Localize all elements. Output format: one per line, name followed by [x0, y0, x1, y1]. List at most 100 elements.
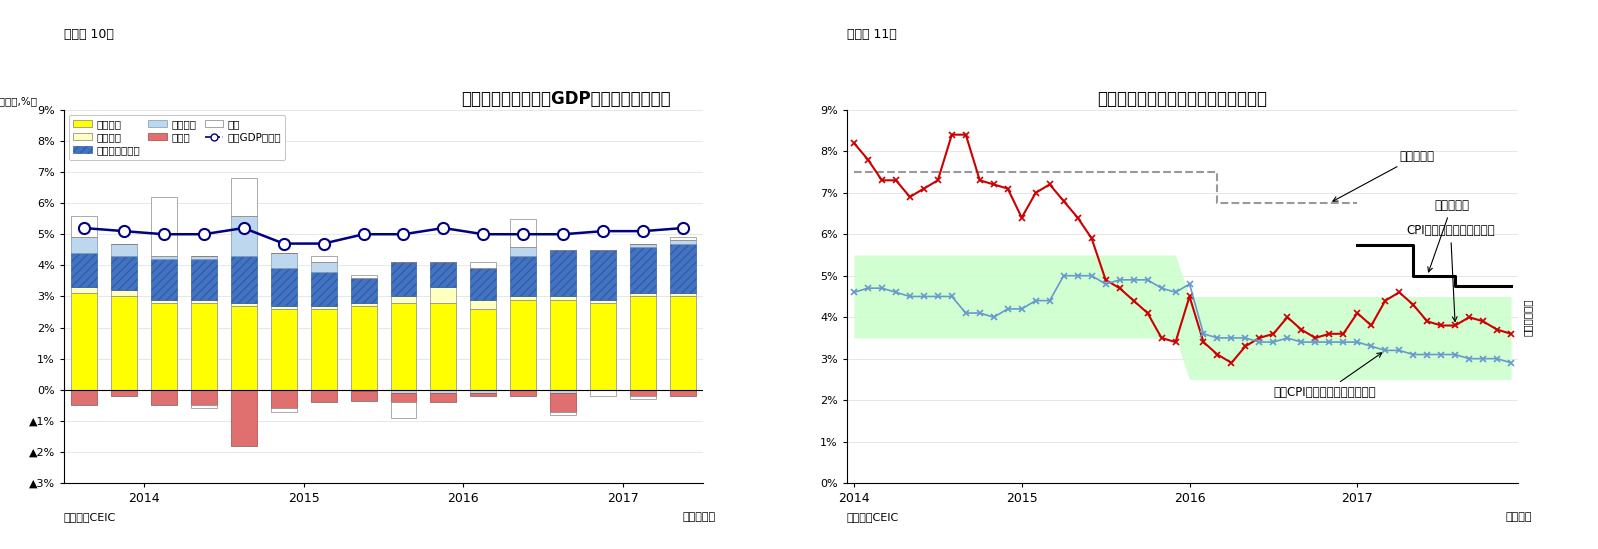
- Bar: [470, 390, 497, 393]
- Bar: [110, 244, 137, 256]
- Bar: [390, 393, 417, 402]
- Bar: [230, 306, 257, 390]
- Bar: [430, 393, 457, 402]
- Bar: [70, 390, 97, 405]
- Text: 新政策金利: 新政策金利: [1429, 199, 1469, 272]
- Bar: [230, 216, 257, 256]
- Bar: [390, 296, 417, 302]
- Bar: [430, 287, 457, 302]
- Bar: [390, 390, 417, 393]
- Bar: [270, 268, 297, 306]
- Bar: [190, 256, 217, 259]
- Bar: [590, 300, 617, 302]
- Bar: [670, 293, 697, 296]
- Bar: [670, 240, 697, 244]
- Bar: [110, 290, 137, 296]
- Text: （資料）CEIC: （資料）CEIC: [847, 512, 900, 523]
- Bar: [430, 302, 457, 390]
- Bar: [270, 408, 297, 412]
- Bar: [470, 300, 497, 309]
- Bar: [430, 262, 457, 287]
- Bar: [110, 256, 137, 290]
- Bar: [350, 274, 377, 278]
- Bar: [630, 296, 657, 390]
- Bar: [350, 302, 377, 306]
- Bar: [390, 402, 417, 418]
- Bar: [470, 262, 497, 268]
- Bar: [270, 306, 297, 309]
- Bar: [350, 278, 377, 302]
- Bar: [350, 390, 377, 391]
- Bar: [310, 272, 337, 306]
- Text: （資料 11）: （資料 11）: [847, 29, 896, 41]
- Bar: [270, 253, 297, 268]
- Text: （図表 10）: （図表 10）: [64, 29, 113, 41]
- Bar: [510, 300, 537, 390]
- Bar: [310, 256, 337, 262]
- Bar: [550, 296, 577, 300]
- Bar: [310, 309, 337, 390]
- Text: （四半期）: （四半期）: [682, 512, 716, 523]
- Bar: [350, 306, 377, 390]
- Bar: [590, 390, 617, 396]
- Bar: [630, 244, 657, 247]
- Bar: [310, 306, 337, 309]
- Bar: [70, 216, 97, 237]
- Bar: [550, 250, 577, 296]
- Bar: [390, 262, 417, 296]
- Text: （資料）CEIC: （資料）CEIC: [64, 512, 117, 523]
- Bar: [190, 259, 217, 300]
- Bar: [150, 256, 177, 259]
- Text: インドネシア　実質GDP成長率（需要側）: インドネシア 実質GDP成長率（需要側）: [462, 90, 671, 108]
- Text: コアCPI上昇率（前年同月比）: コアCPI上昇率（前年同月比）: [1274, 352, 1382, 399]
- Bar: [430, 390, 457, 393]
- Bar: [230, 178, 257, 216]
- Bar: [550, 300, 577, 390]
- Bar: [70, 237, 97, 253]
- Bar: [150, 300, 177, 302]
- Bar: [510, 219, 537, 247]
- Bar: [70, 293, 97, 390]
- Bar: [190, 405, 217, 408]
- Bar: [270, 309, 297, 390]
- Bar: [630, 293, 657, 296]
- Bar: [630, 396, 657, 399]
- Text: 旧政策金利: 旧政策金利: [1333, 149, 1435, 201]
- Text: インフレ目標: インフレ目標: [1523, 299, 1532, 336]
- Bar: [150, 302, 177, 390]
- Bar: [670, 244, 697, 293]
- Bar: [310, 262, 337, 272]
- Bar: [230, 302, 257, 306]
- Text: （前年同期比,%）: （前年同期比,%）: [0, 96, 38, 106]
- Bar: [190, 302, 217, 390]
- Bar: [150, 390, 177, 405]
- Bar: [350, 391, 377, 401]
- Bar: [470, 268, 497, 300]
- Bar: [110, 296, 137, 390]
- Bar: [110, 390, 137, 396]
- Title: インドネシアのインフレ率と政策金利: インドネシアのインフレ率と政策金利: [1098, 90, 1267, 108]
- Bar: [390, 302, 417, 390]
- Bar: [670, 390, 697, 396]
- Bar: [230, 390, 257, 446]
- Bar: [230, 256, 257, 302]
- Bar: [510, 256, 537, 296]
- Bar: [190, 300, 217, 302]
- Bar: [510, 390, 537, 396]
- Bar: [470, 393, 497, 396]
- Bar: [190, 390, 217, 405]
- Bar: [270, 390, 297, 408]
- Bar: [70, 253, 97, 287]
- Bar: [510, 296, 537, 300]
- Bar: [590, 302, 617, 390]
- Bar: [150, 259, 177, 300]
- Bar: [70, 287, 97, 293]
- Bar: [550, 393, 577, 412]
- Bar: [150, 197, 177, 256]
- Legend: 民間消費, 政府消費, 総固定資本形成, 在庫変動, 純輸出, 誤差, 実質GDP成長率: 民間消費, 政府消費, 総固定資本形成, 在庫変動, 純輸出, 誤差, 実質GD…: [69, 115, 286, 160]
- Bar: [630, 247, 657, 293]
- Text: （月次）: （月次）: [1505, 512, 1531, 523]
- Bar: [630, 390, 657, 396]
- Bar: [310, 390, 337, 402]
- Bar: [670, 237, 697, 240]
